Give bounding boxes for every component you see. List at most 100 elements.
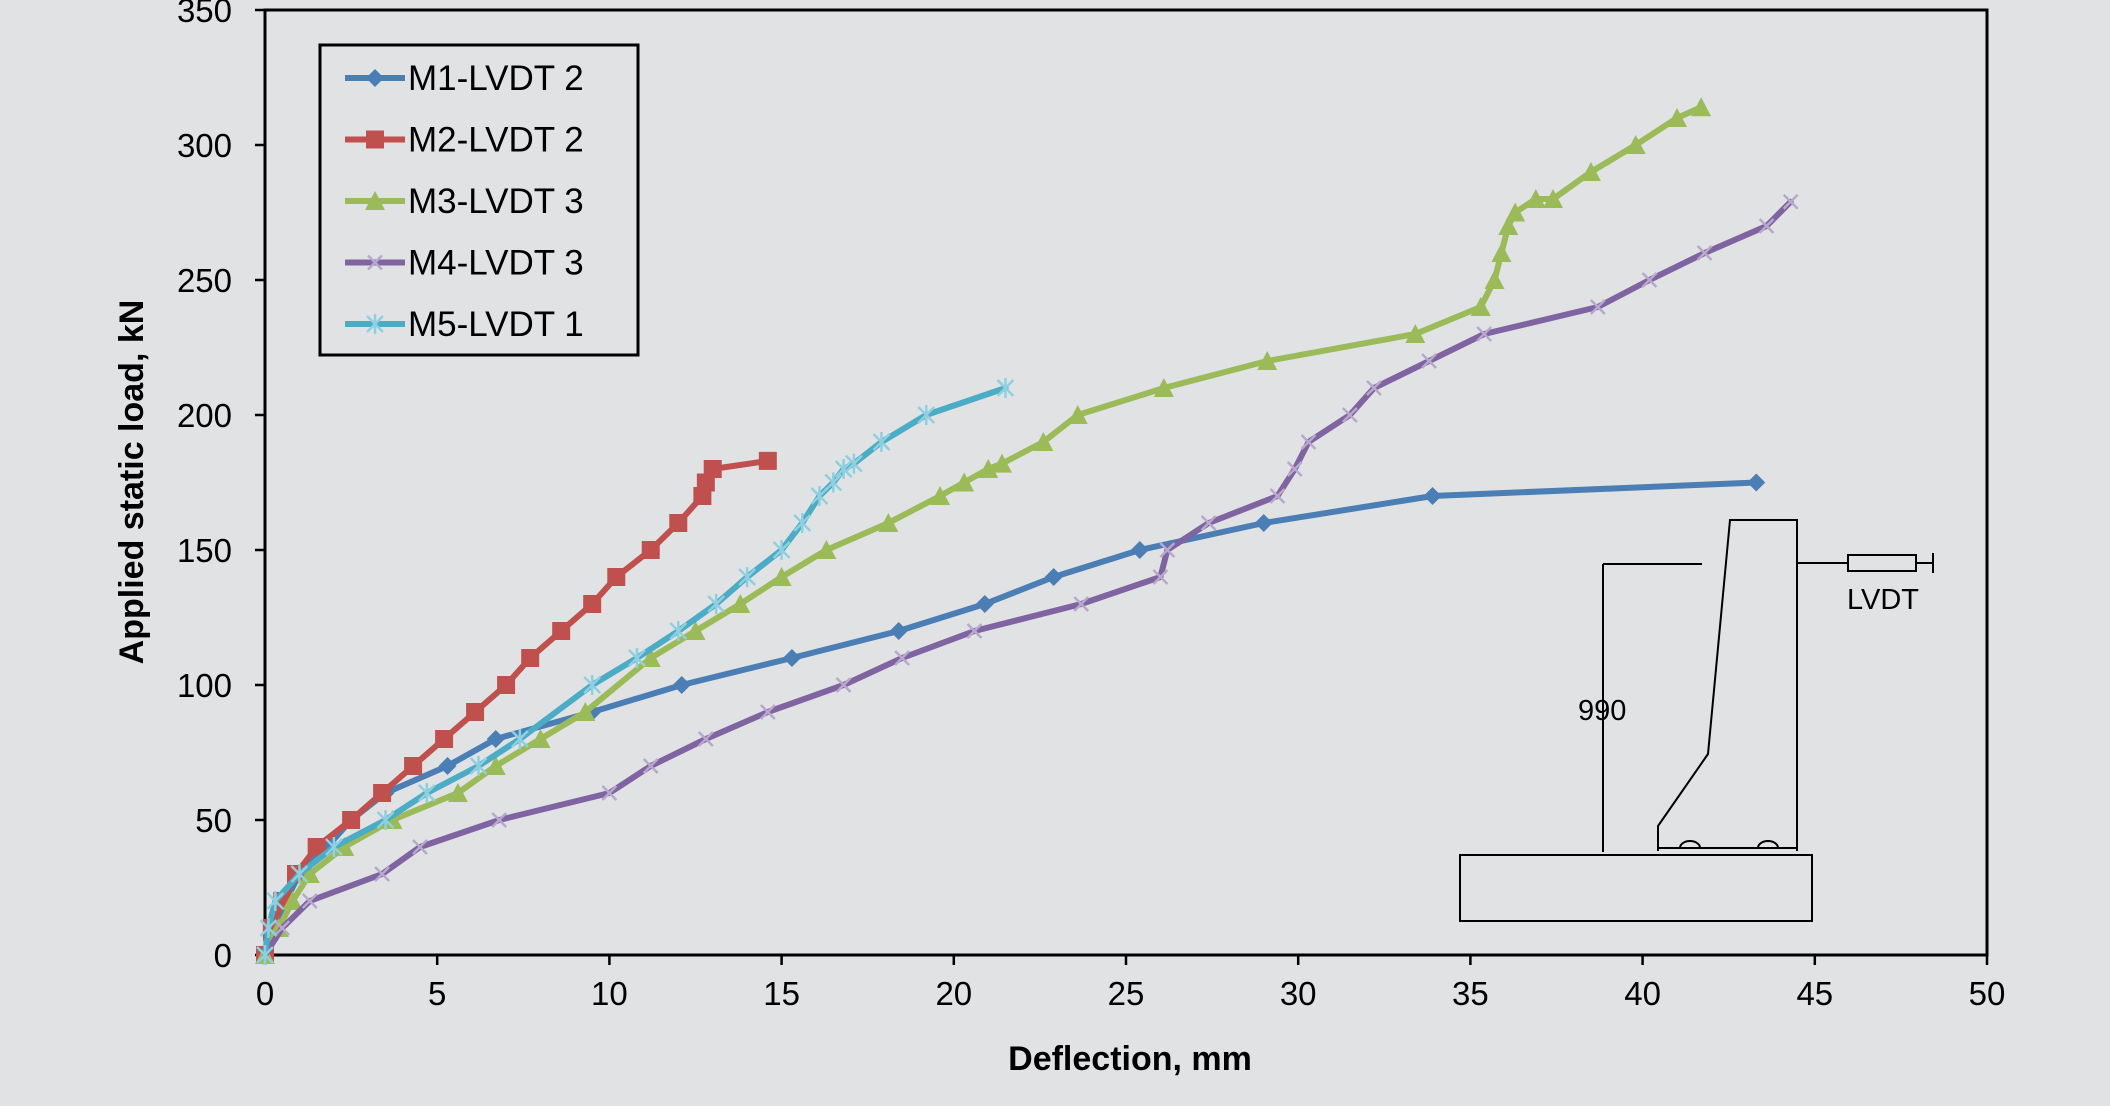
- data-point: [301, 893, 318, 909]
- data-point: [1159, 542, 1176, 558]
- data-point: [1625, 135, 1646, 154]
- data-point: [256, 945, 274, 965]
- data-point: [497, 676, 516, 694]
- y-axis-title: Applied static load, kN: [113, 300, 151, 665]
- data-point: [872, 432, 891, 452]
- x-tick-label: 10: [591, 975, 628, 1012]
- data-point: [575, 702, 596, 721]
- data-point: [1476, 326, 1493, 342]
- legend-item: M2-LVDT 2: [345, 121, 584, 160]
- data-point: [966, 623, 983, 639]
- data-point: [510, 729, 529, 749]
- data-point: [1691, 97, 1712, 117]
- data-point: [824, 472, 843, 493]
- data-point: [954, 472, 975, 492]
- y-tick-label: 0: [214, 937, 232, 974]
- data-point: [782, 649, 801, 667]
- series-line: [262, 479, 1760, 958]
- data-point: [685, 621, 706, 640]
- inset-sensor-label: LVDT: [1847, 584, 1919, 616]
- inset-bearing-left: [1679, 840, 1701, 849]
- data-point: [469, 756, 488, 776]
- legend-marker: [366, 314, 384, 334]
- legend-label: M5-LVDT 1: [408, 305, 584, 344]
- legend-item: M5-LVDT 1: [345, 305, 584, 344]
- data-point: [376, 810, 395, 830]
- data-point: [1033, 432, 1054, 451]
- x-axis: 0 5 10 15 20 25 30 35 40 45 50: [256, 955, 2006, 1012]
- x-tick-label: 0: [256, 975, 274, 1012]
- data-point: [417, 783, 436, 803]
- x-tick-label: 25: [1108, 975, 1145, 1012]
- x-tick-label: 15: [763, 975, 800, 1012]
- data-point: [730, 594, 751, 613]
- inset-diagram: [1459, 519, 1934, 922]
- y-tick-label: 100: [177, 667, 232, 704]
- data-point: [707, 594, 726, 614]
- data-point: [1405, 324, 1426, 343]
- data-point: [1269, 488, 1286, 504]
- y-tick-label: 250: [177, 262, 232, 299]
- x-tick-label: 35: [1452, 975, 1489, 1012]
- legend-marker: [366, 130, 384, 149]
- data-point: [1696, 245, 1713, 261]
- data-point: [640, 648, 661, 667]
- series-2: [256, 451, 777, 964]
- data-point: [491, 812, 508, 828]
- data-point: [793, 513, 812, 533]
- data-point: [324, 837, 343, 857]
- data-point: [1423, 487, 1442, 505]
- data-point: [282, 891, 303, 910]
- data-point: [466, 703, 485, 721]
- data-point: [1153, 378, 1174, 397]
- data-point: [1366, 380, 1382, 396]
- x-tick-label: 20: [935, 975, 972, 1012]
- data-point: [1505, 202, 1526, 222]
- y-tick-label: 50: [195, 802, 232, 839]
- inset-lvdt-body: [1847, 554, 1917, 572]
- data-point: [274, 920, 291, 936]
- inset-base-slab: [1459, 854, 1813, 922]
- data-point: [1130, 541, 1149, 559]
- data-point: [374, 866, 390, 882]
- data-point: [738, 567, 757, 587]
- data-point: [1067, 405, 1088, 424]
- data-point: [917, 405, 936, 425]
- data-point: [878, 513, 899, 532]
- data-point: [290, 864, 309, 884]
- data-point: [996, 378, 1015, 398]
- data-point: [845, 453, 863, 474]
- legend-marker: [365, 191, 385, 210]
- legend-label: M3-LVDT 3: [408, 182, 584, 221]
- series-5: [256, 378, 1015, 965]
- inset-bearing-right: [1757, 840, 1779, 849]
- data-point: [834, 459, 853, 479]
- data-point: [975, 595, 994, 613]
- data-point: [607, 568, 626, 586]
- data-point: [930, 486, 951, 505]
- data-point: [342, 811, 361, 829]
- data-point: [485, 756, 506, 775]
- data-point: [641, 541, 660, 559]
- series-line: [262, 457, 771, 958]
- data-point: [758, 451, 777, 470]
- x-tick-label: 50: [1969, 975, 2006, 1012]
- x-tick-label: 45: [1796, 975, 1833, 1012]
- legend-item: M3-LVDT 3: [345, 182, 584, 221]
- y-tick-label: 350: [177, 0, 232, 29]
- legend-marker: [367, 254, 383, 271]
- data-point: [835, 677, 852, 693]
- x-tick-label: 30: [1280, 975, 1317, 1012]
- legend-label: M1-LVDT 2: [408, 59, 584, 98]
- legend: M1-LVDT 2 M2-LVDT 2 M3-LVDT 3 M4-LVDT 3 M5-L…: [318, 43, 640, 357]
- data-point: [1421, 353, 1437, 369]
- inset-wall-outline: [1657, 519, 1798, 851]
- data-point: [1470, 297, 1491, 316]
- series-3: [255, 97, 1712, 964]
- data-point: [530, 729, 551, 748]
- data-point: [669, 621, 688, 641]
- data-point: [1300, 434, 1317, 450]
- data-point: [703, 460, 722, 478]
- data-point: [447, 783, 468, 802]
- data-point: [669, 514, 688, 532]
